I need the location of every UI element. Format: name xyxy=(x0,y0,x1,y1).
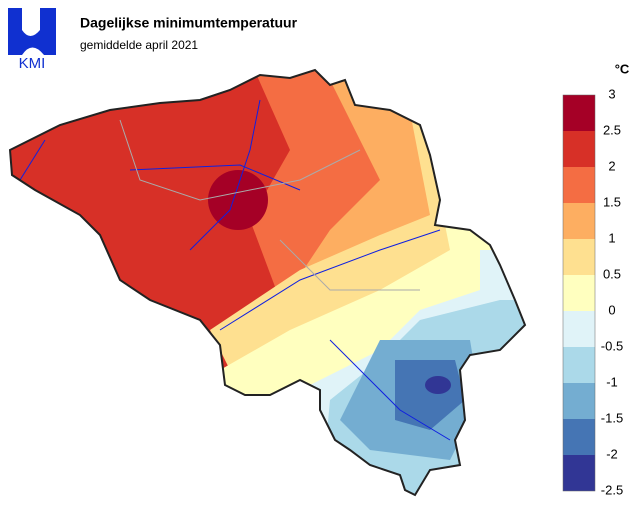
legend-tick-label: 2.5 xyxy=(603,122,621,137)
map xyxy=(10,70,525,495)
title: Dagelijkse minimumtemperatuur xyxy=(80,15,298,31)
legend-unit: °C xyxy=(615,61,630,76)
legend-frame xyxy=(562,94,596,492)
legend-tick-label: -2 xyxy=(606,446,618,461)
legend-swatch xyxy=(563,455,595,491)
logo: KMI xyxy=(8,8,56,72)
legend-swatch xyxy=(563,419,595,455)
legend-tick-label: 1 xyxy=(608,230,615,245)
border xyxy=(8,68,527,497)
legend-tick-label: 0.5 xyxy=(603,266,621,281)
legend-tick-label: -0.5 xyxy=(601,338,623,353)
legend-swatch xyxy=(563,131,595,167)
legend-tick-label: 0 xyxy=(608,302,615,317)
legend-swatch xyxy=(563,275,595,311)
legend-swatch xyxy=(563,203,595,239)
legend: 3 2.5 2 1.5 1 0.5 0 -0.5 -1 -1.5 -2 -2.5 xyxy=(562,86,623,497)
legend-tick-label: -1.5 xyxy=(601,410,623,425)
legend-swatch xyxy=(563,311,595,347)
legend-swatch xyxy=(563,383,595,419)
legend-tick-label: 1.5 xyxy=(603,194,621,209)
legend-tick-label: -1 xyxy=(606,374,618,389)
legend-swatch xyxy=(563,167,595,203)
legend-tick-label: -2.5 xyxy=(601,482,623,497)
legend-swatch xyxy=(563,239,595,275)
rivers xyxy=(19,99,451,441)
logo-text: KMI xyxy=(19,55,46,72)
legend-tick-label: 2 xyxy=(608,158,615,173)
subtitle: gemiddelde april 2021 xyxy=(80,38,198,52)
legend-tick-label: 3 xyxy=(608,86,615,101)
legend-swatch xyxy=(563,95,595,131)
legend-swatch xyxy=(563,347,595,383)
